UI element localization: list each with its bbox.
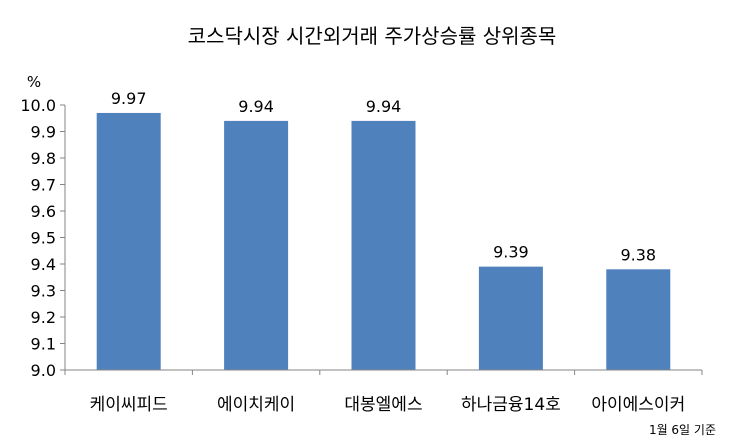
bar bbox=[478, 266, 543, 370]
bar bbox=[224, 120, 289, 371]
y-axis-ticks: 9.0 9.1 9.2 9.3 9.4 9.5 9.6 9.7 9.8 9.9 10.0 bbox=[20, 96, 65, 380]
category-label: 대봉엘에스 bbox=[344, 395, 422, 415]
y-tick-label: 9.0 bbox=[31, 361, 56, 380]
bar bbox=[606, 269, 671, 370]
y-tick-label: 9.1 bbox=[31, 335, 56, 354]
data-label: 9.39 bbox=[493, 243, 529, 262]
y-tick-label: 9.5 bbox=[31, 229, 56, 248]
y-tick-label: 9.6 bbox=[31, 202, 56, 221]
category-labels: 케이씨피드 에이치케이 대봉엘에스 하나금융14호 아이에스이커 bbox=[64, 370, 703, 415]
y-tick-label: 9.3 bbox=[31, 282, 56, 301]
data-labels: 9.97 9.94 9.94 9.39 9.38 bbox=[111, 89, 656, 264]
date-note: 1월 6일 기준 bbox=[649, 423, 716, 437]
data-label: 9.94 bbox=[366, 97, 402, 116]
y-tick-label: 9.9 bbox=[31, 123, 56, 142]
y-axis-unit: % bbox=[27, 73, 41, 91]
bar bbox=[351, 120, 416, 371]
category-label: 하나금융14호 bbox=[461, 395, 561, 415]
data-label: 9.38 bbox=[620, 245, 656, 264]
bars bbox=[96, 112, 671, 371]
category-label: 케이씨피드 bbox=[90, 395, 168, 415]
category-label: 아이에스이커 bbox=[591, 395, 685, 415]
chart-title: 코스닥시장 시간외거래 주가상승률 상위종목 bbox=[188, 24, 557, 48]
data-label: 9.94 bbox=[238, 97, 274, 116]
y-tick-label: 9.2 bbox=[31, 308, 56, 327]
category-label: 에이치케이 bbox=[217, 395, 295, 415]
y-tick-label: 9.8 bbox=[31, 149, 56, 168]
bar bbox=[96, 112, 161, 370]
y-tick-label: 9.7 bbox=[31, 176, 56, 195]
y-tick-label: 9.4 bbox=[31, 255, 56, 274]
data-label: 9.97 bbox=[111, 89, 147, 108]
y-tick-label: 10.0 bbox=[20, 96, 56, 115]
